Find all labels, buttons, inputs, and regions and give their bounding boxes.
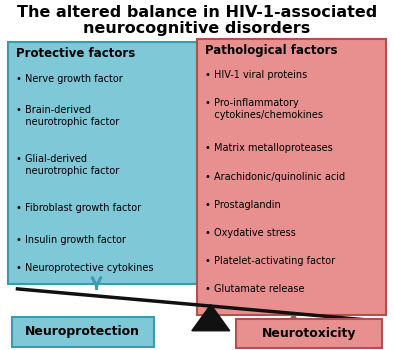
- FancyBboxPatch shape: [8, 42, 197, 284]
- Text: The altered balance in HIV-1-associated: The altered balance in HIV-1-associated: [17, 5, 377, 20]
- Text: • Glial-derived
   neurotrophic factor: • Glial-derived neurotrophic factor: [16, 154, 119, 176]
- FancyBboxPatch shape: [236, 319, 382, 348]
- Text: • Fibroblast growth factor: • Fibroblast growth factor: [16, 203, 141, 213]
- FancyBboxPatch shape: [12, 317, 154, 346]
- Text: • HIV-1 viral proteins: • HIV-1 viral proteins: [205, 70, 307, 80]
- Text: • Arachidonic/quinolinic acid: • Arachidonic/quinolinic acid: [205, 172, 345, 182]
- Text: • Glutamate release: • Glutamate release: [205, 284, 305, 294]
- Text: • Prostaglandin: • Prostaglandin: [205, 199, 281, 210]
- Text: • Oxydative stress: • Oxydative stress: [205, 228, 296, 238]
- Text: neurocognitive disorders: neurocognitive disorders: [84, 21, 310, 36]
- Text: Neuroprotection: Neuroprotection: [25, 326, 140, 338]
- Text: • Brain-derived
   neurotrophic factor: • Brain-derived neurotrophic factor: [16, 105, 119, 127]
- Text: Neurotoxicity: Neurotoxicity: [262, 327, 357, 340]
- Text: Protective factors: Protective factors: [16, 47, 135, 60]
- FancyBboxPatch shape: [197, 38, 386, 315]
- Text: • Neuroprotective cytokines: • Neuroprotective cytokines: [16, 262, 153, 273]
- Text: • Pro-inflammatory
   cytokines/chemokines: • Pro-inflammatory cytokines/chemokines: [205, 98, 323, 120]
- Text: • Platelet-activating factor: • Platelet-activating factor: [205, 256, 335, 266]
- Text: • Matrix metalloproteases: • Matrix metalloproteases: [205, 144, 333, 154]
- Text: • Insulin growth factor: • Insulin growth factor: [16, 234, 126, 245]
- Text: • Nerve growth factor: • Nerve growth factor: [16, 74, 123, 84]
- Text: Pathological factors: Pathological factors: [205, 44, 337, 57]
- Polygon shape: [192, 304, 230, 331]
